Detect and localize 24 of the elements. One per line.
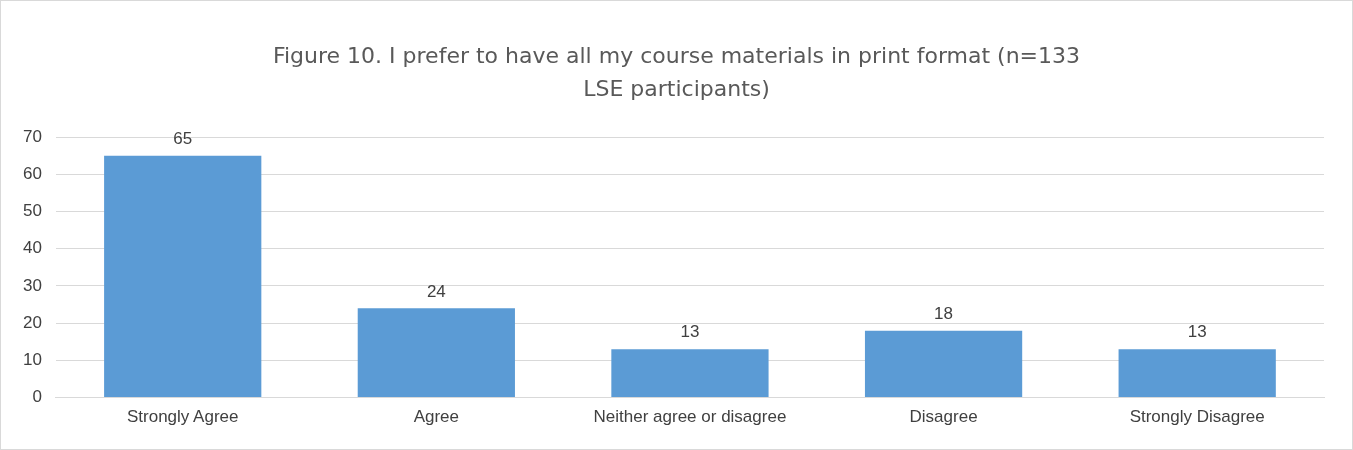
data-label: 65 <box>173 128 193 148</box>
x-tick-label: Neither agree or disagree <box>593 407 787 427</box>
data-label: 13 <box>1187 322 1207 342</box>
chart-title: Figure 10. I prefer to have all my course materials in print format (n=133 LSE participants) <box>271 42 1082 103</box>
y-tick-label: 10 <box>22 350 42 370</box>
bar <box>104 155 262 398</box>
y-tick-label: 20 <box>22 312 42 332</box>
bar <box>611 349 769 398</box>
bar <box>864 330 1023 398</box>
y-tick-label: 0 <box>32 387 42 407</box>
data-label: 24 <box>426 281 446 301</box>
x-tick-label: Disagree <box>909 407 978 427</box>
data-label: 18 <box>934 303 954 323</box>
bar <box>1118 349 1276 398</box>
x-tick-label: Agree <box>413 407 460 427</box>
y-tick-label: 40 <box>22 238 42 258</box>
y-tick-label: 50 <box>22 201 42 221</box>
x-tick-label: Strongly Agree <box>126 407 239 427</box>
x-tick-label: Strongly Disagree <box>1129 407 1265 427</box>
data-label: 13 <box>680 322 700 342</box>
y-tick-label: 30 <box>22 275 42 295</box>
y-tick-label: 70 <box>22 126 42 146</box>
y-tick-label: 60 <box>22 164 42 184</box>
bar <box>357 308 515 398</box>
